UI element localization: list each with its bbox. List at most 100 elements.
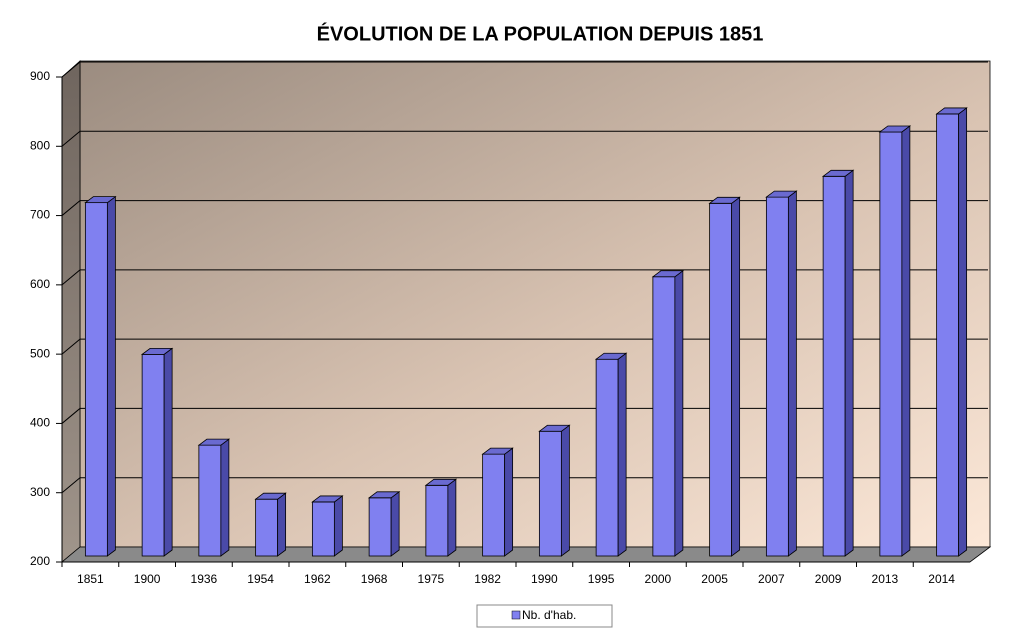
bar [481, 447, 514, 557]
grid-line [61, 338, 988, 355]
x-tick-label: 1900 [134, 572, 161, 586]
x-tick-label: 2007 [758, 572, 785, 586]
bar-top [311, 495, 344, 503]
bar [84, 195, 117, 557]
x-tick-label: 2005 [701, 572, 728, 586]
grid-line [61, 200, 988, 216]
y-tick-label: 500 [30, 346, 50, 360]
bar-top [424, 478, 458, 486]
bar-side [390, 490, 400, 557]
side-wall [61, 60, 81, 563]
bar-side [958, 107, 968, 557]
grid-line [61, 61, 988, 78]
bar [821, 169, 855, 557]
bar-front [538, 430, 562, 557]
legend [476, 604, 613, 628]
bar-side [674, 269, 684, 557]
bar-top [821, 169, 855, 177]
bar-top [84, 196, 117, 204]
bar-front [255, 498, 279, 557]
grid-line [61, 477, 988, 494]
bar-front [765, 196, 789, 557]
x-tick-label: 2013 [872, 572, 899, 586]
x-tick-label: 1968 [361, 572, 388, 586]
bar-side [787, 190, 797, 557]
bar-front [368, 497, 392, 557]
y-tick-label: 900 [30, 69, 50, 83]
bar-side [220, 438, 230, 557]
x-tick-label: 1982 [474, 572, 501, 586]
bar-front [141, 353, 165, 557]
bar [651, 269, 685, 557]
y-tick-label: 300 [30, 485, 50, 499]
bar [538, 424, 571, 557]
x-tick-label: 1962 [304, 572, 331, 586]
x-tick-label: 1954 [247, 572, 274, 586]
bar-top [254, 492, 287, 500]
bar [708, 196, 741, 557]
bar [594, 352, 628, 557]
bar-front [595, 358, 619, 557]
bar-front [425, 484, 449, 557]
bar-side [163, 347, 173, 557]
x-tick-label: 1995 [588, 572, 615, 586]
bar-top [935, 107, 968, 115]
bar [367, 490, 401, 557]
x-tick-label: 2009 [815, 572, 842, 586]
bar-side [333, 495, 343, 557]
bar-side [447, 478, 457, 557]
bar-top [140, 347, 174, 355]
bar-front [822, 175, 846, 557]
bar [254, 492, 287, 557]
grid-line [61, 130, 988, 147]
bar [311, 495, 344, 557]
bar-top [651, 270, 685, 278]
x-tick-label: 2000 [645, 572, 672, 586]
y-tick-label: 400 [30, 416, 50, 430]
bar-top [708, 196, 741, 204]
y-tick-label: 800 [30, 138, 50, 152]
y-tick-label: 600 [30, 277, 50, 291]
x-tick-label: 1936 [191, 572, 218, 586]
bar-front [709, 202, 733, 557]
bar-side [106, 195, 116, 557]
x-tick-label: 2014 [928, 572, 955, 586]
bar-side [560, 424, 570, 557]
bar [765, 190, 798, 557]
bar-top [538, 424, 571, 432]
bar-side [617, 352, 627, 557]
bar [878, 125, 912, 557]
bar-top [197, 438, 231, 446]
bar [140, 347, 174, 557]
bar-side [277, 492, 287, 557]
legend-swatch [511, 610, 521, 620]
bar-front [652, 276, 676, 557]
bar-front [482, 453, 506, 557]
chart-title: ÉVOLUTION DE LA POPULATION DEPUIS 1851 [317, 22, 764, 45]
grid-line [61, 269, 988, 286]
legend-label: Nb. d'hab. [522, 608, 576, 622]
bar-front [198, 444, 222, 557]
bar-top [765, 190, 798, 198]
bar-side [504, 447, 514, 557]
bar-front [84, 202, 108, 557]
bar-side [731, 196, 741, 557]
grid-line [61, 407, 988, 424]
bar [197, 438, 231, 557]
bar [935, 107, 968, 557]
bar-side [844, 169, 854, 557]
bar-front [936, 113, 960, 557]
bar-side [901, 125, 911, 557]
bar-front [879, 131, 903, 557]
y-tick-label: 700 [30, 208, 50, 222]
bar-top [481, 447, 514, 455]
x-tick-label: 1851 [77, 572, 104, 586]
bar-top [878, 125, 912, 133]
bar-top [594, 352, 628, 360]
bar [424, 478, 458, 557]
x-tick-label: 1990 [531, 572, 558, 586]
x-tick-label: 1975 [418, 572, 445, 586]
y-tick-label: 200 [30, 554, 50, 568]
bar-front [311, 501, 335, 557]
